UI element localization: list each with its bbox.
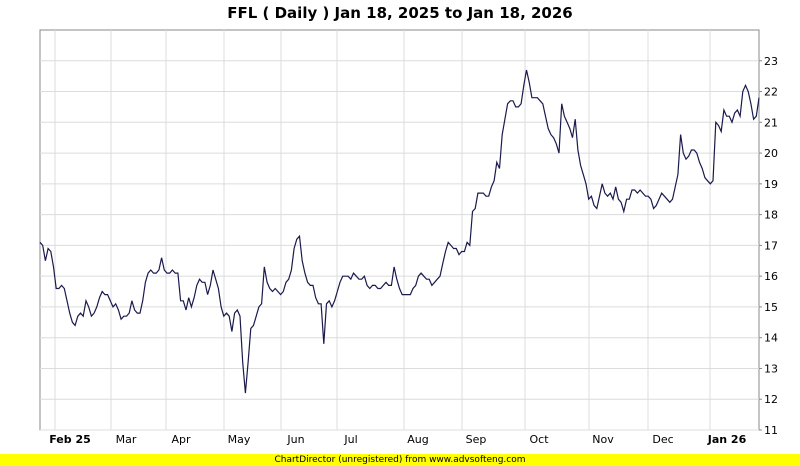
y-tick-label: 18 — [764, 209, 778, 222]
y-tick-label: 16 — [764, 270, 778, 283]
y-axis-ticks: 11 12 13 14 15 16 17 18 19 20 21 22 23 — [759, 55, 778, 437]
y-tick-label: 13 — [764, 362, 778, 375]
y-tick-label: 23 — [764, 55, 778, 68]
x-tick-label: Aug — [407, 433, 428, 446]
y-tick-label: 21 — [764, 116, 778, 129]
x-tick-label: Mar — [116, 433, 137, 446]
x-tick-label: May — [228, 433, 251, 446]
x-tick-label: Feb 25 — [49, 433, 91, 446]
y-tick-label: 22 — [764, 86, 778, 99]
y-tick-label: 15 — [764, 301, 778, 314]
series-line-ffl-price — [39, 69, 760, 394]
x-tick-label: Jun — [286, 433, 304, 446]
footer-credit: ChartDirector (unregistered) from www.ad… — [0, 454, 800, 466]
x-tick-label: Jul — [343, 433, 357, 446]
chart-title: FFL ( Daily ) Jan 18, 2025 to Jan 18, 20… — [227, 4, 573, 22]
x-tick-label: Nov — [592, 433, 614, 446]
x-tick-label: Dec — [652, 433, 673, 446]
x-tick-label: Jan 26 — [707, 433, 747, 446]
y-tick-label: 14 — [764, 332, 778, 345]
y-tick-label: 19 — [764, 178, 778, 191]
plot-area — [39, 29, 760, 431]
x-tick-label: Sep — [466, 433, 487, 446]
y-tick-label: 11 — [764, 424, 778, 437]
y-tick-label: 17 — [764, 239, 778, 252]
grid — [40, 30, 759, 431]
x-tick-label: Apr — [171, 433, 191, 446]
y-tick-label: 20 — [764, 147, 778, 160]
x-tick-label: Oct — [529, 433, 549, 446]
y-tick-label: 12 — [764, 393, 778, 406]
x-axis-ticks: Feb 25 Mar Apr May Jun Jul Aug Sep Oct Nov Dec Jan … — [49, 433, 746, 446]
